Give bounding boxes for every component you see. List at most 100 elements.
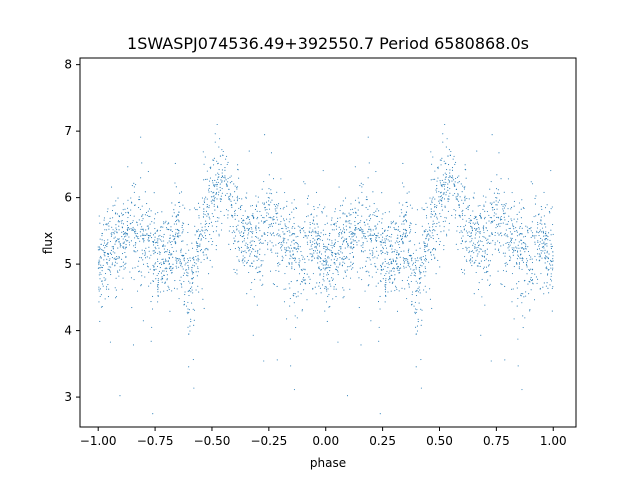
data-point: [498, 223, 500, 225]
data-point: [153, 241, 155, 244]
data-point: [216, 183, 219, 185]
data-point: [478, 231, 480, 233]
data-point: [461, 191, 463, 193]
data-point: [422, 209, 424, 211]
data-point: [540, 231, 543, 233]
data-point: [260, 265, 262, 267]
data-point: [272, 219, 274, 221]
data-point: [496, 197, 498, 199]
data-point: [370, 234, 372, 236]
data-point: [149, 223, 151, 225]
data-point: [381, 239, 383, 241]
data-point: [320, 253, 323, 255]
data-point: [245, 222, 247, 224]
data-point: [114, 252, 116, 254]
data-point: [382, 278, 384, 280]
data-point: [326, 261, 328, 263]
data-point: [187, 301, 189, 303]
data-point: [217, 176, 219, 178]
data-point: [119, 266, 121, 268]
data-point: [405, 211, 408, 213]
data-point: [285, 254, 287, 256]
data-point: [106, 252, 109, 254]
data-point: [103, 277, 105, 279]
data-point: [536, 282, 538, 284]
data-point: [201, 226, 203, 228]
data-point: [208, 185, 210, 187]
data-point: [426, 206, 428, 208]
data-point: [429, 288, 431, 290]
data-point: [323, 208, 325, 210]
data-point: [279, 236, 281, 238]
data-point: [124, 248, 126, 250]
data-point: [127, 216, 129, 219]
data-point: [334, 283, 336, 286]
data-point: [552, 264, 554, 266]
data-point: [376, 215, 378, 217]
data-point: [350, 261, 352, 263]
data-point: [127, 240, 129, 242]
data-point: [266, 244, 269, 246]
data-point: [354, 228, 356, 231]
data-point: [103, 254, 105, 256]
data-point: [191, 242, 193, 244]
data-point: [419, 292, 421, 294]
data-point: [485, 227, 487, 229]
data-point: [130, 277, 132, 279]
data-point: [142, 218, 144, 220]
data-point: [384, 258, 386, 260]
data-point: [492, 220, 494, 222]
data-point: [329, 232, 331, 234]
data-point: [513, 226, 515, 228]
data-point: [398, 244, 400, 246]
data-point: [453, 209, 455, 211]
data-point: [491, 204, 493, 206]
data-point: [424, 230, 426, 232]
data-point: [488, 284, 490, 286]
data-point: [466, 232, 468, 234]
data-point: [124, 208, 126, 210]
data-point: [434, 178, 436, 180]
data-point: [545, 226, 547, 228]
data-point: [282, 240, 284, 242]
data-point: [354, 216, 357, 219]
data-point: [426, 235, 428, 237]
data-point: [430, 236, 432, 238]
data-point: [235, 226, 237, 228]
data-point: [329, 283, 331, 285]
data-point: [249, 246, 252, 249]
data-point: [218, 217, 220, 219]
data-point: [174, 238, 176, 240]
data-point: [106, 245, 108, 248]
data-point: [550, 247, 552, 250]
data-point: [167, 223, 169, 225]
data-point: [230, 204, 232, 206]
data-point: [316, 215, 318, 217]
data-point: [129, 271, 131, 273]
data-point: [550, 170, 552, 172]
data-point: [256, 256, 258, 258]
data-point: [328, 266, 330, 268]
data-point: [197, 257, 199, 259]
data-point: [140, 228, 142, 230]
data-point: [369, 228, 371, 230]
data-point: [159, 234, 161, 236]
data-point: [402, 241, 404, 243]
data-point: [179, 262, 181, 264]
data-point: [517, 255, 520, 257]
data-point: [173, 287, 176, 289]
data-point: [183, 257, 185, 259]
data-point: [132, 344, 135, 346]
data-point: [424, 266, 426, 268]
data-point: [144, 276, 146, 278]
x-tick-label: −0.50: [194, 434, 231, 448]
data-point: [444, 183, 446, 185]
data-point: [148, 271, 150, 273]
data-point: [341, 243, 344, 245]
data-point: [411, 293, 413, 296]
data-point: [356, 244, 358, 246]
data-point: [471, 240, 473, 242]
data-point: [544, 257, 546, 259]
data-point: [412, 252, 414, 254]
data-point: [288, 262, 290, 264]
